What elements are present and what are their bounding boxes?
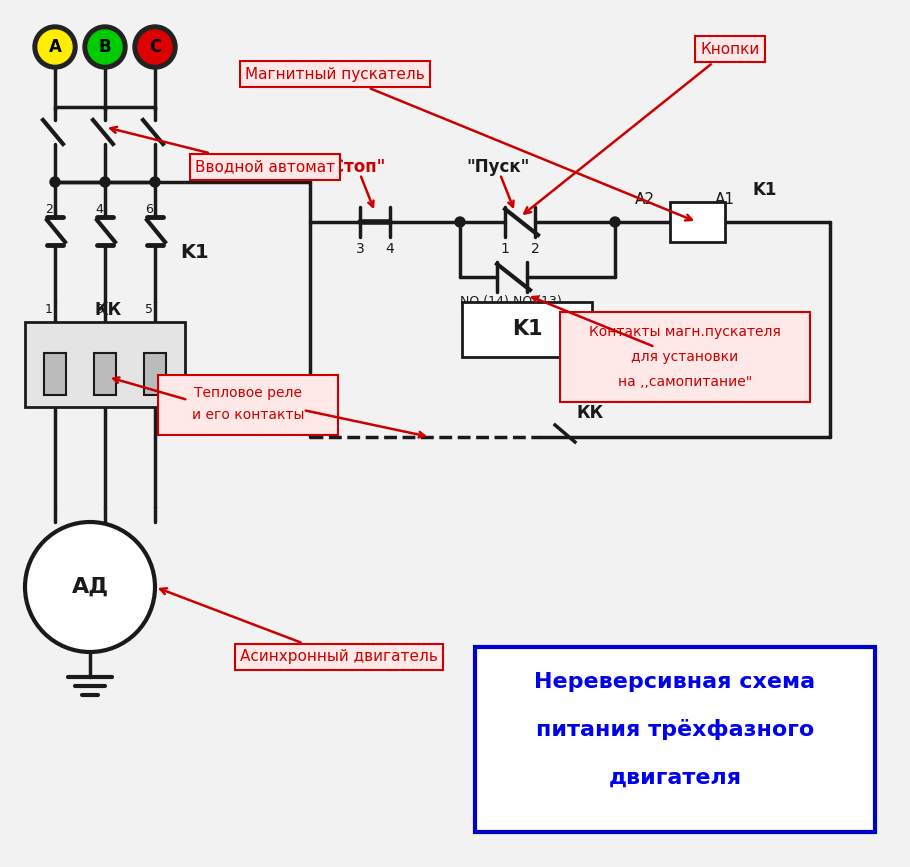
Text: Тепловое реле: Тепловое реле [194,386,302,400]
FancyBboxPatch shape [158,375,338,435]
Text: 4: 4 [386,242,394,256]
Text: и его контакты: и его контакты [192,408,304,422]
Circle shape [25,522,155,652]
Text: 6: 6 [145,203,153,216]
Text: питания трёхфазного: питания трёхфазного [536,720,814,740]
Text: на ,,самопитание": на ,,самопитание" [618,375,753,389]
Text: 2: 2 [46,203,53,216]
Circle shape [100,177,110,187]
Text: "Стоп": "Стоп" [324,158,386,176]
FancyBboxPatch shape [44,353,66,395]
Text: АД: АД [72,577,108,597]
Circle shape [455,217,465,227]
FancyBboxPatch shape [475,647,875,832]
Text: 4: 4 [96,203,103,216]
Text: двигателя: двигателя [609,768,742,788]
Text: 3: 3 [96,303,103,316]
Text: Контакты магн.пускателя: Контакты магн.пускателя [589,325,781,339]
Text: NO (14): NO (14) [460,295,509,308]
Circle shape [88,30,122,64]
Text: A1: A1 [715,192,735,207]
FancyBboxPatch shape [94,353,116,395]
Text: NO (13): NO (13) [512,295,561,308]
FancyBboxPatch shape [462,302,592,357]
Text: "Пуск": "Пуск" [466,158,530,176]
Text: для установки: для установки [632,350,739,364]
Text: 2: 2 [531,242,540,256]
Text: 5: 5 [145,303,153,316]
Text: A2: A2 [635,192,655,207]
Text: Асинхронный двигатель: Асинхронный двигатель [160,589,438,664]
Text: 1: 1 [46,303,53,316]
Text: КК: КК [576,404,603,422]
Circle shape [33,25,77,69]
Circle shape [50,177,60,187]
Circle shape [83,25,127,69]
Text: K1: K1 [753,181,777,199]
Text: K1: K1 [511,319,542,339]
Text: A: A [48,38,62,56]
Text: C: C [149,38,161,56]
Text: Нереверсивная схема: Нереверсивная схема [534,672,815,692]
Text: КК: КК [95,301,122,319]
FancyBboxPatch shape [560,312,810,402]
Text: 1: 1 [501,242,510,256]
Text: B: B [98,38,111,56]
Circle shape [610,217,620,227]
Circle shape [38,30,72,64]
FancyBboxPatch shape [25,322,185,407]
Text: 3: 3 [356,242,364,256]
FancyBboxPatch shape [670,202,725,242]
Circle shape [138,30,172,64]
Text: K1: K1 [180,243,208,262]
Text: Кнопки: Кнопки [524,42,760,213]
FancyBboxPatch shape [144,353,166,395]
Text: Вводной автомат: Вводной автомат [110,127,335,174]
Circle shape [133,25,177,69]
Circle shape [150,177,160,187]
Text: Магнитный пускатель: Магнитный пускатель [245,67,692,220]
